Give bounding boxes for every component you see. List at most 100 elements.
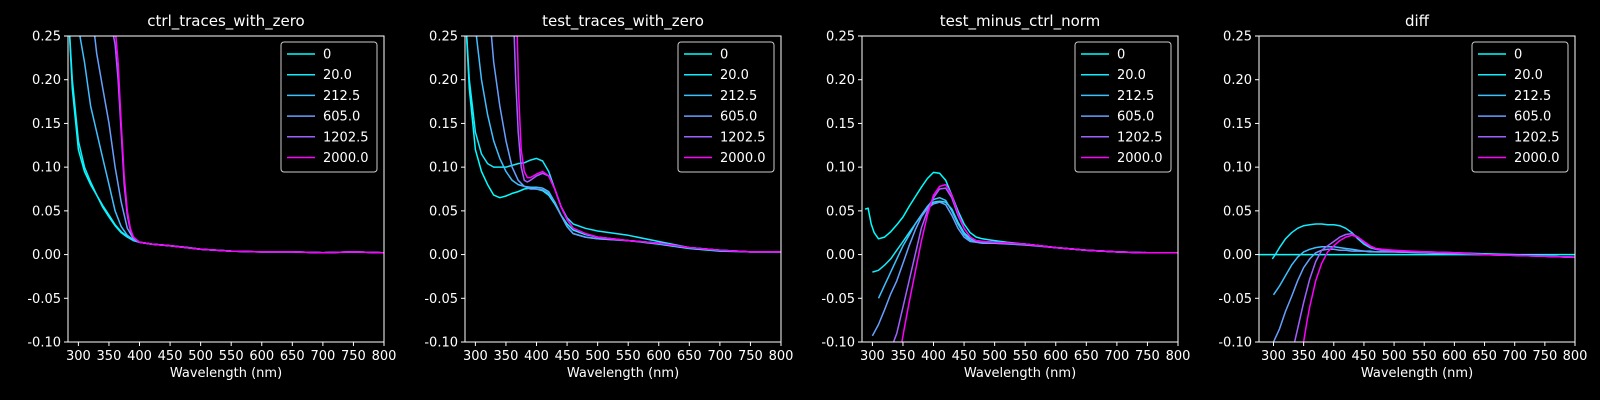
x-tick-label: 800 bbox=[372, 349, 397, 364]
x-tick-label: 550 bbox=[1412, 349, 1437, 364]
x-tick-label: 750 bbox=[1532, 349, 1557, 364]
x-tick-label: 300 bbox=[1261, 349, 1286, 364]
x-tick-label: 700 bbox=[707, 349, 732, 364]
y-tick-label: 0.00 bbox=[32, 248, 61, 263]
legend-entry: 1202.5 bbox=[720, 130, 766, 145]
x-axis-label: Wavelength (nm) bbox=[1361, 366, 1473, 381]
series-line-2000.0 bbox=[115, 36, 384, 254]
y-tick-label: 0.00 bbox=[1223, 248, 1252, 263]
x-axis-label: Wavelength (nm) bbox=[964, 366, 1076, 381]
x-tick-label: 350 bbox=[891, 349, 916, 364]
x-tick-label: 750 bbox=[341, 349, 366, 364]
y-tick-label: -0.05 bbox=[821, 292, 855, 307]
legend-entry: 212.5 bbox=[720, 89, 757, 104]
legend: 0 20.0 212.5 605.0 1202.5 2000.0 bbox=[1074, 41, 1172, 173]
x-tick-label: 800 bbox=[1563, 349, 1588, 364]
x-tick-label: 400 bbox=[1321, 349, 1346, 364]
x-tick-label: 800 bbox=[769, 349, 794, 364]
x-tick-label: 500 bbox=[188, 349, 213, 364]
plot-area bbox=[68, 36, 384, 254]
x-tick-label: 650 bbox=[280, 349, 305, 364]
legend-entry: 605.0 bbox=[323, 110, 360, 125]
y-tick-label: 0.15 bbox=[826, 117, 855, 132]
x-tick-label: 600 bbox=[1442, 349, 1467, 364]
y-tick-label: 0.10 bbox=[826, 161, 855, 176]
chart-title: diff bbox=[1405, 12, 1430, 30]
legend-entry: 0 bbox=[1117, 48, 1125, 63]
chart-title: test_traces_with_zero bbox=[542, 12, 704, 31]
axes-frame bbox=[1258, 35, 1576, 343]
y-tick-label: 0.05 bbox=[1223, 204, 1252, 219]
x-tick-label: 450 bbox=[952, 349, 977, 364]
legend: 0 20.0 212.5 605.0 1202.5 2000.0 bbox=[1471, 41, 1569, 173]
legend-entry: 212.5 bbox=[1117, 89, 1154, 104]
legend-entry: 605.0 bbox=[720, 110, 757, 125]
series-line-2000.0 bbox=[1302, 234, 1575, 342]
x-axis-label: Wavelength (nm) bbox=[567, 366, 679, 381]
x-tick-label: 450 bbox=[158, 349, 183, 364]
y-tick-label: 0.20 bbox=[826, 73, 855, 88]
x-tick-label: 300 bbox=[66, 349, 91, 364]
legend-entry: 605.0 bbox=[1514, 110, 1551, 125]
legend-entry: 1202.5 bbox=[1514, 130, 1560, 145]
legend-entry: 20.0 bbox=[1514, 68, 1543, 83]
x-tick-label: 750 bbox=[1135, 349, 1160, 364]
legend-entry: 1202.5 bbox=[323, 130, 369, 145]
x-tick-label: 500 bbox=[585, 349, 610, 364]
axes-frame bbox=[67, 35, 385, 343]
y-tick-label: 0.05 bbox=[32, 204, 61, 219]
y-tick-label: -0.10 bbox=[27, 336, 61, 351]
y-tick-label: 0.25 bbox=[429, 30, 458, 45]
y-tick-label: -0.05 bbox=[27, 292, 61, 307]
series-line-605.0 bbox=[871, 201, 1178, 337]
legend-entry: 212.5 bbox=[1514, 89, 1551, 104]
legend-entry: 20.0 bbox=[720, 68, 749, 83]
axes-frame bbox=[861, 35, 1179, 343]
y-tick-label: 0.05 bbox=[429, 204, 458, 219]
legend-entry: 0 bbox=[323, 48, 331, 63]
x-tick-label: 700 bbox=[1104, 349, 1129, 364]
legend-entry: 2000.0 bbox=[1117, 151, 1163, 166]
x-tick-label: 650 bbox=[1472, 349, 1497, 364]
panel-1: 300 350 400 450 500 550 600 650 700 750 800 -0.10 -0… bbox=[27, 12, 396, 381]
chart-title: test_minus_ctrl_norm bbox=[940, 12, 1101, 31]
legend: 0 20.0 212.5 605.0 1202.5 2000.0 bbox=[677, 41, 775, 173]
chart-title: ctrl_traces_with_zero bbox=[147, 12, 304, 31]
series-line-2000.0 bbox=[901, 183, 1178, 342]
legend-entry: 0 bbox=[1514, 48, 1522, 63]
y-tick-label: 0.10 bbox=[429, 161, 458, 176]
legend-entry: 2000.0 bbox=[323, 151, 369, 166]
x-tick-label: 450 bbox=[1352, 349, 1377, 364]
series-line-605.0 bbox=[1272, 248, 1575, 342]
x-tick-label: 500 bbox=[982, 349, 1007, 364]
x-tick-label: 500 bbox=[1382, 349, 1407, 364]
y-tick-label: 0.05 bbox=[826, 204, 855, 219]
legend-entry: 605.0 bbox=[1117, 110, 1154, 125]
series-line-20.0 bbox=[872, 200, 1178, 273]
panel-3: 300 350 400 450 500 550 600 650 700 750 800 -0.10 -0… bbox=[821, 12, 1190, 381]
legend-entry: 2000.0 bbox=[720, 151, 766, 166]
x-tick-label: 600 bbox=[1043, 349, 1068, 364]
y-tick-label: 0.15 bbox=[429, 117, 458, 132]
x-tick-label: 650 bbox=[1074, 349, 1099, 364]
x-tick-label: 550 bbox=[219, 349, 244, 364]
legend-entry: 0 bbox=[720, 48, 728, 63]
legend-entry: 2000.0 bbox=[1514, 151, 1560, 166]
legend: 0 20.0 212.5 605.0 1202.5 2000.0 bbox=[280, 41, 378, 173]
series-line-0 bbox=[864, 171, 1178, 254]
y-tick-label: 0.20 bbox=[32, 73, 61, 88]
series-line-1202.5 bbox=[892, 187, 1178, 342]
x-tick-label: 300 bbox=[463, 349, 488, 364]
x-tick-label: 350 bbox=[1291, 349, 1316, 364]
y-tick-label: 0.00 bbox=[826, 248, 855, 263]
legend-entry: 20.0 bbox=[323, 68, 352, 83]
y-tick-label: 0.10 bbox=[32, 161, 61, 176]
y-tick-label: 0.25 bbox=[32, 30, 61, 45]
legend-entry: 20.0 bbox=[1117, 68, 1146, 83]
x-tick-label: 400 bbox=[524, 349, 549, 364]
x-tick-label: 400 bbox=[127, 349, 152, 364]
panel-2: 300 350 400 450 500 550 600 650 700 750 800 -0.10 -0… bbox=[424, 12, 793, 381]
x-tick-label: 350 bbox=[494, 349, 519, 364]
y-tick-label: -0.05 bbox=[424, 292, 458, 307]
x-tick-label: 650 bbox=[677, 349, 702, 364]
